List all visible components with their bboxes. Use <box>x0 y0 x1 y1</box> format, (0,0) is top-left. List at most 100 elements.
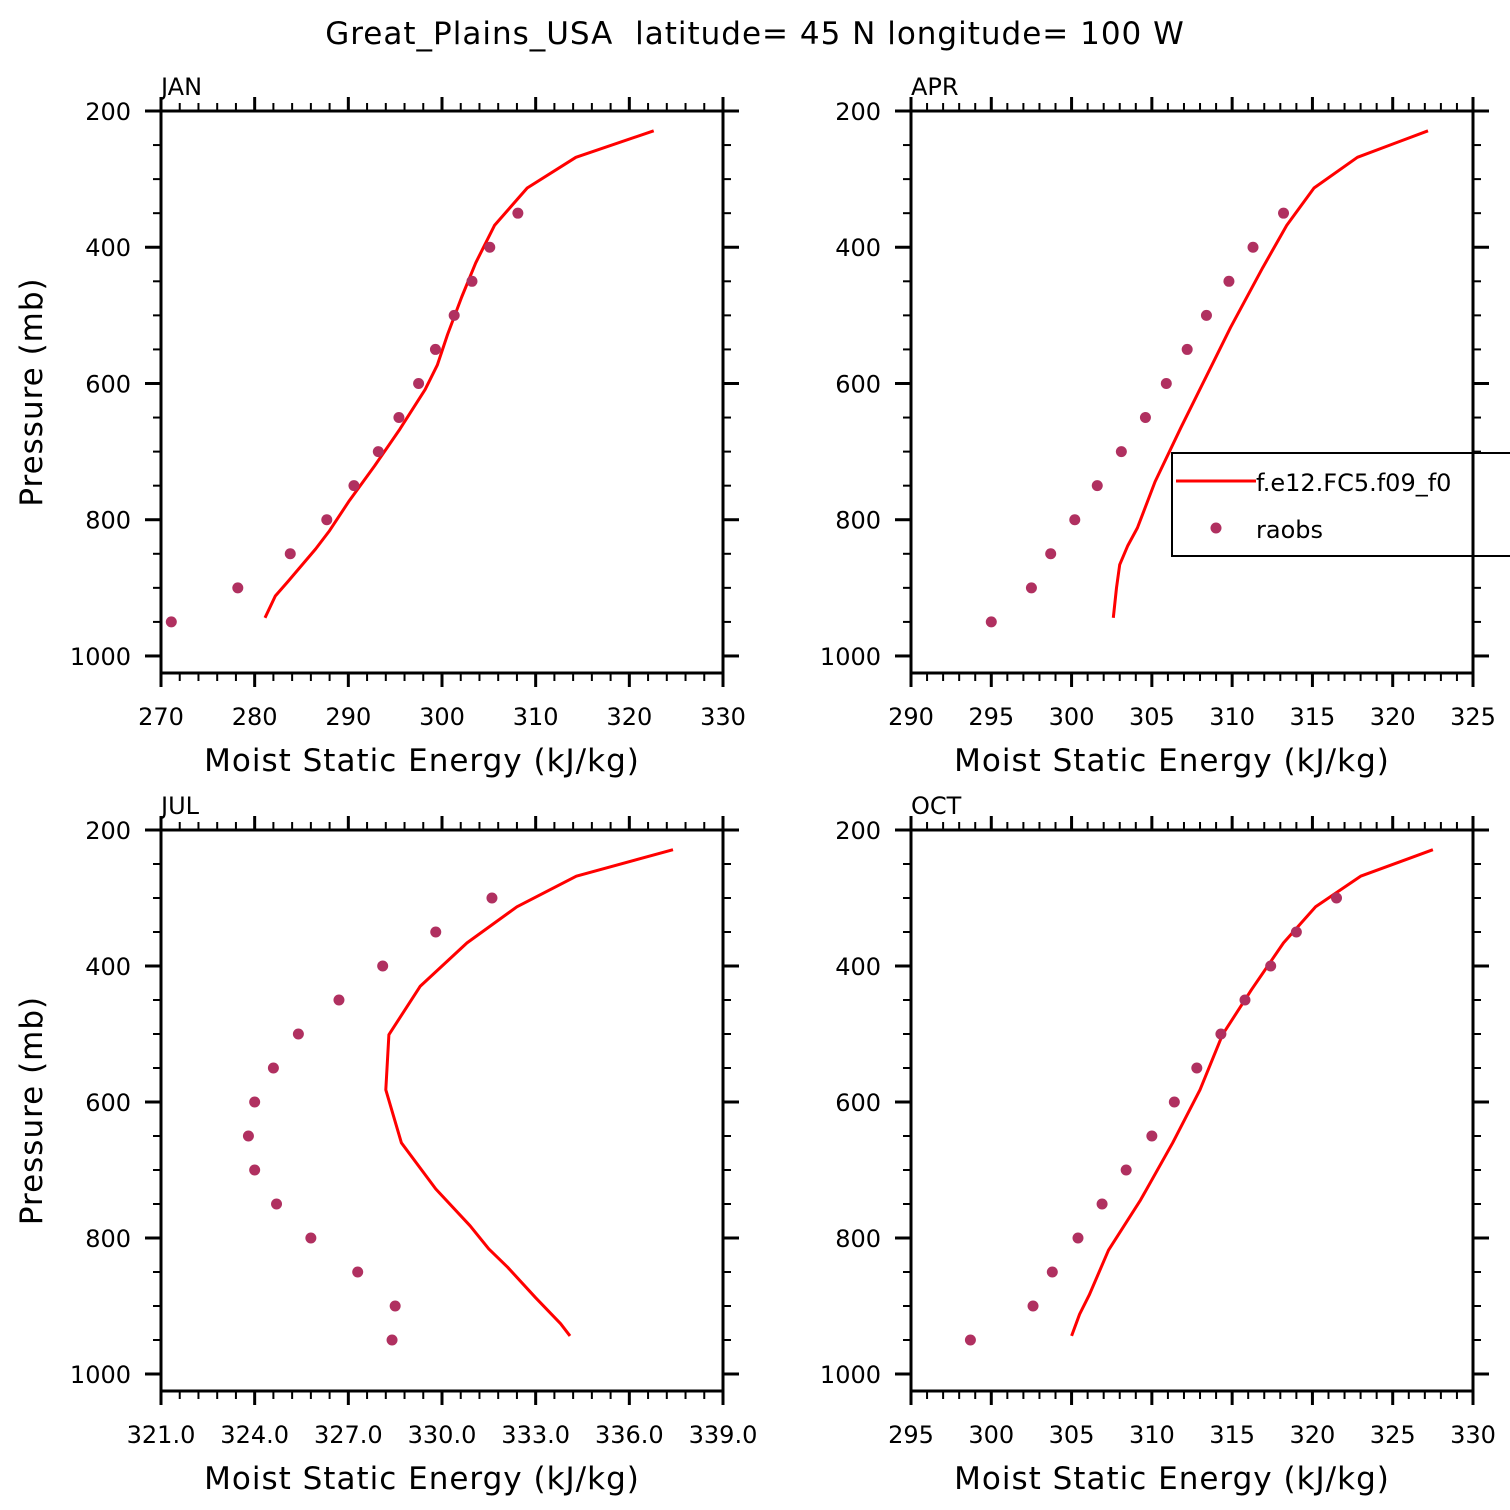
raobs-point <box>1160 377 1172 389</box>
panel-label: JAN <box>159 73 202 101</box>
panel-apr: APR 290 295 300 305 310 315 320 325 200 400 600 800 1… <box>820 73 1496 779</box>
x-tick-label: 290 <box>888 703 934 731</box>
raobs-point <box>484 241 496 253</box>
raobs-point <box>1215 1028 1227 1040</box>
x-tick-label: 327.0 <box>314 1421 383 1449</box>
model-series-line <box>263 129 655 619</box>
x-tick-label: 325 <box>1450 703 1496 731</box>
raobs-point <box>1331 892 1343 904</box>
raobs-point <box>413 377 425 389</box>
x-tick-label: 300 <box>968 1421 1014 1449</box>
raobs-point <box>267 1062 279 1074</box>
y-tick-label: 800 <box>835 1225 881 1253</box>
raobs-point <box>1115 446 1127 458</box>
raobs-point <box>1096 1198 1108 1210</box>
raobs-point <box>985 616 997 628</box>
raobs-point <box>352 1266 364 1278</box>
x-tick-label: 339.0 <box>689 1421 758 1449</box>
raobs-point <box>512 207 524 219</box>
y-tick-label: 1000 <box>70 1361 131 1389</box>
y-tick-label: 200 <box>835 817 881 845</box>
raobs-point <box>1091 480 1103 492</box>
raobs-point <box>372 446 384 458</box>
raobs-point <box>1247 241 1259 253</box>
raobs-point <box>321 514 333 526</box>
legend-box <box>1171 452 1510 557</box>
raobs-point <box>284 548 296 560</box>
y-tick-label: 400 <box>835 953 881 981</box>
raobs-point <box>1200 309 1212 321</box>
x-tick-label: 295 <box>888 1421 934 1449</box>
x-tick-label: 320 <box>1370 703 1416 731</box>
y-tick-label: 1000 <box>820 1361 881 1389</box>
x-tick-label: 270 <box>138 703 184 731</box>
model-series-line <box>1070 848 1434 1337</box>
raobs-point <box>1168 1096 1180 1108</box>
panel-oct: OCT 295 300 305 310 315 320 325 330 200 400 600 800 1… <box>820 792 1496 1497</box>
raobs-point <box>466 275 478 287</box>
raobs-point <box>1223 275 1235 287</box>
legend-label: f.e12.FC5.f09_f0 <box>1256 469 1451 497</box>
raobs-point <box>305 1232 317 1244</box>
raobs-point <box>377 960 389 972</box>
raobs-point <box>1146 1130 1158 1142</box>
raobs-point <box>249 1096 261 1108</box>
raobs-point <box>964 1334 976 1346</box>
legend-label: raobs <box>1256 516 1323 544</box>
legend-marker-swatch <box>1210 522 1222 534</box>
raobs-point <box>393 412 405 424</box>
x-tick-label: 300 <box>419 703 465 731</box>
y-tick-label: 1000 <box>820 643 881 671</box>
raobs-point <box>1278 207 1290 219</box>
raobs-point <box>242 1130 254 1142</box>
raobs-point <box>1025 582 1037 594</box>
x-tick-label: 315 <box>1209 1421 1255 1449</box>
raobs-point <box>165 616 177 628</box>
raobs-point <box>1069 514 1081 526</box>
raobs-point <box>249 1164 261 1176</box>
y-axis-title: Pressure (mb) <box>14 277 50 506</box>
raobs-point <box>1239 994 1251 1006</box>
raobs-point <box>429 343 441 355</box>
x-tick-label: 320 <box>606 703 652 731</box>
panel-label: JUL <box>159 792 200 820</box>
raobs-point <box>1120 1164 1132 1176</box>
x-tick-label: 330 <box>1450 1421 1496 1449</box>
panel-label: APR <box>911 73 959 101</box>
x-tick-label: 321.0 <box>127 1421 196 1449</box>
plot-frame <box>909 109 1475 675</box>
y-tick-label: 200 <box>835 98 881 126</box>
x-axis-title: Moist Static Energy (kJ/kg) <box>954 1461 1390 1497</box>
raobs-point <box>389 1300 401 1312</box>
x-tick-label: 290 <box>325 703 371 731</box>
model-series-line <box>384 848 674 1337</box>
y-tick-label: 800 <box>85 507 131 535</box>
x-tick-label: 310 <box>1209 703 1255 731</box>
y-tick-label: 800 <box>835 507 881 535</box>
x-tick-label: 330 <box>700 703 746 731</box>
model-series-line <box>1111 129 1429 618</box>
x-tick-label: 295 <box>968 703 1014 731</box>
y-tick-label: 600 <box>835 370 881 398</box>
panel-jul: JUL 321.0 324.0 327.0 330.0 333.0 336.0 339.0 20… <box>14 792 757 1497</box>
x-tick-label: 305 <box>1049 1421 1095 1449</box>
y-tick-label: 600 <box>85 370 131 398</box>
x-tick-label: 280 <box>232 703 278 731</box>
y-tick-label: 400 <box>835 234 881 262</box>
raobs-point <box>1027 1300 1039 1312</box>
chart-title: Great_Plains_USA latitude= 45 N longitud… <box>325 16 1185 52</box>
raobs-point <box>430 926 442 938</box>
raobs-point <box>1072 1232 1084 1244</box>
x-tick-label: 305 <box>1129 703 1175 731</box>
x-tick-label: 333.0 <box>501 1421 570 1449</box>
raobs-point <box>348 480 360 492</box>
plot-frame <box>909 828 1475 1393</box>
raobs-point <box>1191 1062 1203 1074</box>
plot-frame <box>159 828 725 1393</box>
raobs-point <box>1290 926 1302 938</box>
raobs-point <box>386 1334 398 1346</box>
x-tick-label: 336.0 <box>595 1421 664 1449</box>
x-tick-label: 330.0 <box>408 1421 477 1449</box>
panel-jan: JAN 270 280 290 300 310 320 330 200 400 600 800 1000… <box>14 73 746 779</box>
